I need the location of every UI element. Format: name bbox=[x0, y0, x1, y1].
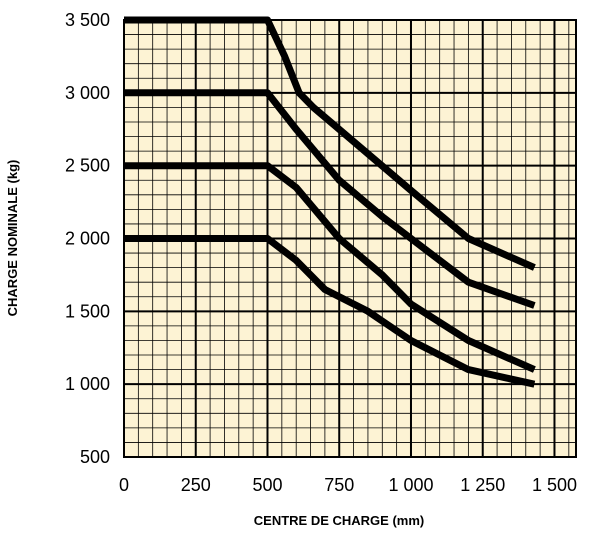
series-line-3 bbox=[124, 162, 536, 373]
series-layer bbox=[124, 16, 536, 388]
series-line-4 bbox=[124, 235, 536, 388]
y-tick-label: 500 bbox=[80, 447, 110, 467]
x-tick-label: 1 250 bbox=[460, 475, 505, 495]
y-axis-label: CHARGE NOMINALE (kg) bbox=[5, 160, 20, 317]
x-tick-label: 750 bbox=[324, 475, 354, 495]
x-axis-label: CENTRE DE CHARGE (mm) bbox=[254, 513, 424, 528]
y-tick-label: 3 500 bbox=[65, 10, 110, 30]
y-tick-label: 1 500 bbox=[65, 301, 110, 321]
x-tick-label: 500 bbox=[252, 475, 282, 495]
x-tick-labels: 0 250 500 750 1 000 1 250 1 500 bbox=[119, 475, 577, 495]
y-tick-labels: 500 1 000 1 500 2 000 2 500 3 000 3 500 bbox=[65, 10, 110, 467]
series-line-1 bbox=[124, 16, 536, 271]
series-line-2 bbox=[124, 89, 536, 309]
y-tick-label: 1 000 bbox=[65, 374, 110, 394]
y-tick-label: 2 500 bbox=[65, 156, 110, 176]
x-tick-label: 0 bbox=[119, 475, 129, 495]
y-tick-label: 2 000 bbox=[65, 229, 110, 249]
y-tick-label: 3 000 bbox=[65, 83, 110, 103]
major-grid bbox=[123, 19, 576, 458]
x-tick-label: 1 500 bbox=[532, 475, 577, 495]
x-tick-label: 1 000 bbox=[388, 475, 433, 495]
x-tick-label: 250 bbox=[181, 475, 211, 495]
